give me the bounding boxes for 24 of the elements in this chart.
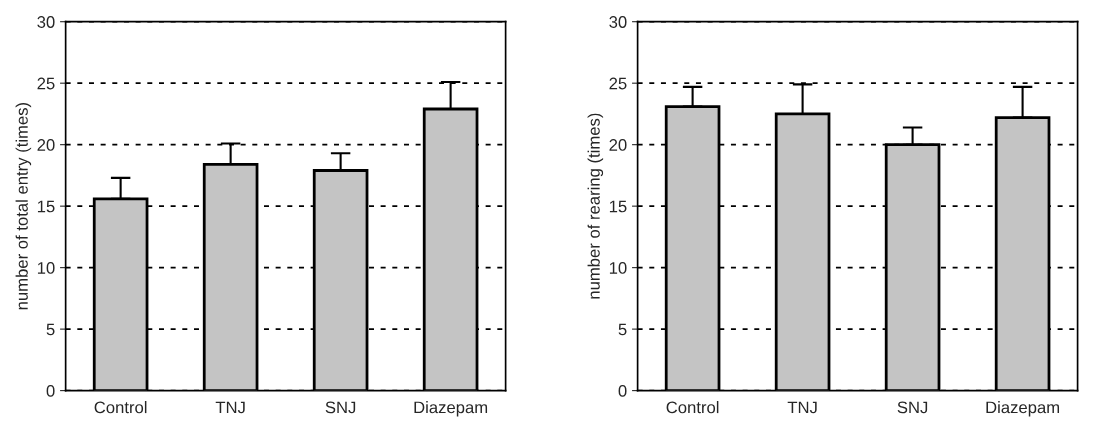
- x-tick-label: SNJ: [325, 401, 356, 414]
- y-axis-title: number of rearing (times): [587, 113, 604, 299]
- y-tick-label: 0: [46, 385, 55, 397]
- x-tick-label: Control: [94, 401, 147, 414]
- y-tick-label: 20: [609, 139, 627, 151]
- y-tick-label: 5: [46, 323, 55, 336]
- y-tick-label: 15: [609, 200, 627, 213]
- y-tick-label: 5: [618, 323, 627, 336]
- x-tick-label: Diazepam: [414, 401, 488, 417]
- x-tick-label: Diazepam: [986, 401, 1060, 417]
- y-tick-label: 0: [618, 385, 627, 397]
- y-tick-label: 20: [37, 139, 55, 151]
- y-tick-label: 25: [37, 77, 55, 90]
- x-tick-label: SNJ: [897, 401, 928, 414]
- y-axis-title: number of total entry (times): [15, 102, 32, 310]
- y-tick-label: 15: [37, 200, 55, 213]
- y-tick-label: 30: [37, 16, 55, 28]
- x-tick-label: Control: [666, 401, 719, 414]
- y-tick-label: 10: [37, 262, 55, 274]
- y-tick-label: 10: [609, 262, 627, 274]
- y-tick-label: 30: [609, 16, 627, 28]
- x-tick-label: TNJ: [787, 401, 817, 414]
- x-tick-label: TNJ: [215, 401, 245, 414]
- y-tick-label: 25: [609, 77, 627, 90]
